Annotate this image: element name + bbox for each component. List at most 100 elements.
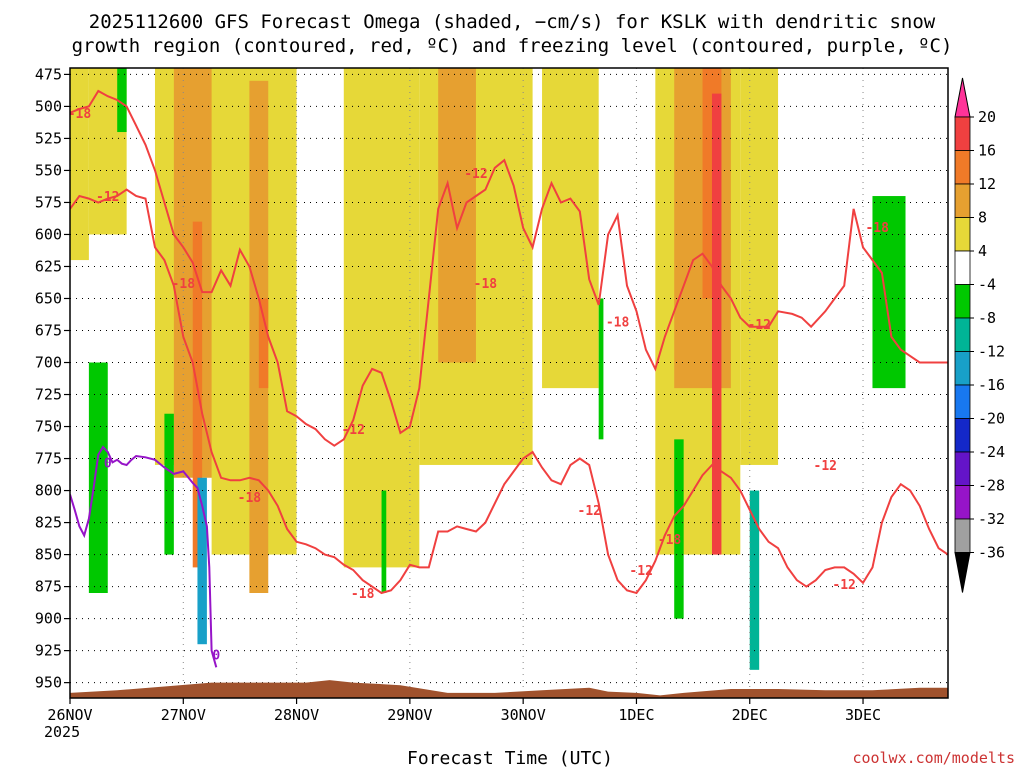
colorbar-label: 4 — [978, 242, 987, 260]
colorbar-box-2 — [954, 150, 971, 185]
y-tick-label: 700 — [35, 354, 62, 372]
omega-cell-16 — [740, 68, 779, 465]
y-tick-label: 750 — [35, 418, 62, 436]
y-tick-label: 550 — [35, 161, 62, 179]
colorbar-label: 8 — [978, 209, 987, 227]
y-tick-label: 800 — [35, 482, 62, 500]
dgz-contour-label: -18 — [351, 587, 375, 602]
omega-cell-20 — [197, 477, 207, 645]
freezing-contour-label: 0 — [212, 648, 220, 663]
dgz-contour-label: -18 — [68, 107, 92, 122]
y-tick-label: 875 — [35, 578, 62, 596]
omega-cell-11 — [542, 68, 599, 389]
x-tick-label: 27NOV — [161, 706, 206, 724]
colorbar-label: 12 — [978, 175, 996, 193]
dgz-contour-label: -12 — [629, 564, 652, 579]
colorbar-label: -24 — [978, 443, 1005, 461]
colorbar-label: -20 — [978, 410, 1005, 428]
colorbar-box-7 — [954, 317, 971, 352]
omega-cell-23 — [674, 439, 684, 619]
colorbar-label: -8 — [978, 309, 996, 327]
x-axis-year: 2025 — [44, 723, 80, 741]
omega-cell-18 — [88, 362, 108, 593]
colorbar-box-13 — [954, 518, 971, 553]
x-tick-label: 28NOV — [274, 706, 319, 724]
colorbar-box-8 — [954, 351, 971, 386]
y-tick-label: 825 — [35, 514, 62, 532]
x-tick-label: 2DEC — [732, 706, 768, 724]
colorbar-label: -32 — [978, 510, 1005, 528]
grid-lines — [70, 68, 948, 698]
omega-cell-13 — [674, 68, 731, 389]
dgz-contour-label: -18 — [606, 316, 630, 331]
colorbar-label: -36 — [978, 544, 1005, 562]
y-tick-label: 650 — [35, 289, 62, 307]
omega-cell-24 — [749, 490, 760, 670]
freezing-contour-label: 0 — [104, 456, 112, 471]
dgz-contour-label: -18 — [172, 277, 196, 292]
omega-cell-4 — [192, 221, 203, 568]
colorbar-label: -4 — [978, 276, 996, 294]
dgz-contour--12-1 — [70, 188, 948, 595]
dgz-contour-label: -12 — [96, 190, 119, 205]
plot-area: -18 -12 -18 -18 -12 -18 -12 -18 -12 -18 -12 -18 -12 -… — [68, 67, 949, 699]
dgz-contour-label: -12 — [814, 459, 837, 474]
colorbar-box-3 — [954, 183, 971, 218]
omega-cell-25 — [872, 196, 906, 389]
colorbar-label: 16 — [978, 142, 996, 160]
y-tick-label: 525 — [35, 129, 62, 147]
y-tick-label: 625 — [35, 257, 62, 275]
y-tick-label: 675 — [35, 322, 62, 340]
y-tick-label: 575 — [35, 193, 62, 211]
omega-cell-15 — [711, 93, 722, 555]
colorbar-top-arrow — [954, 77, 971, 118]
contour-layer: -18 -12 -18 -18 -12 -18 -12 -18 -12 -18 -12 -18 -12 -… — [68, 89, 948, 668]
x-tick-label: 29NOV — [387, 706, 432, 724]
dgz-contour-label: -12 — [341, 423, 364, 438]
colorbar-box-12 — [954, 485, 971, 520]
omega-cell-21 — [381, 490, 387, 593]
y-tick-label: 600 — [35, 225, 62, 243]
dgz-contour-label: -18 — [865, 221, 889, 236]
omega-cell-22 — [598, 298, 604, 440]
colorbar-box-6 — [954, 284, 971, 319]
dgz-contour-label: -12 — [464, 167, 487, 182]
dgz-contour--18-0 — [70, 89, 948, 447]
x-tick-label: 3DEC — [845, 706, 881, 724]
dgz-contour-label: -12 — [578, 504, 601, 519]
colorbar-box-9 — [954, 384, 971, 419]
chart-title-line2: growth region (contoured, red, ºC) and f… — [72, 35, 953, 57]
dgz-contour-label: -18 — [474, 277, 498, 292]
colorbar-label: -16 — [978, 376, 1005, 394]
omega-cell-0 — [70, 68, 89, 261]
dgz-contour-label: -18 — [658, 533, 682, 548]
colorbar: 20 16 12 8 4 -4 -8 -12 -16 -20 -24 -28 -32 -36 — [954, 77, 1005, 593]
x-tick-label: 30NOV — [501, 706, 546, 724]
terrain-fill — [70, 680, 948, 698]
y-tick-label: 500 — [35, 97, 62, 115]
y-tick-label: 475 — [35, 65, 62, 83]
y-tick-label: 725 — [35, 386, 62, 404]
omega-cell-7 — [258, 298, 269, 389]
y-tick-label: 925 — [35, 642, 62, 660]
dgz-contour-label: -12 — [832, 578, 855, 593]
x-tick-label: 26NOV — [47, 706, 92, 724]
freezing-level-contour — [70, 445, 218, 668]
dgz-contour-label: -18 — [238, 491, 262, 506]
colorbar-label: -12 — [978, 343, 1005, 361]
plot-frame — [69, 67, 949, 699]
colorbar-box-4 — [954, 217, 971, 252]
y-tick-label: 900 — [35, 610, 62, 628]
omega-shading-layer — [70, 68, 906, 670]
omega-cell-8 — [343, 68, 420, 568]
chart-title-line1: 2025112600 GFS Forecast Omega (shaded, −… — [89, 11, 936, 33]
x-tick-label: 1DEC — [618, 706, 654, 724]
credit-text: coolwx.com/modelts — [852, 749, 1015, 767]
x-axis: 26NOV 27NOV 28NOV 29NOV 30NOV 1DEC 2DEC 3DEC — [47, 698, 881, 724]
omega-cell-19 — [164, 413, 174, 555]
colorbar-bottom-arrow — [954, 552, 971, 593]
colorbar-box-11 — [954, 451, 971, 486]
colorbar-label: 20 — [978, 108, 996, 126]
y-tick-label: 950 — [35, 674, 62, 692]
